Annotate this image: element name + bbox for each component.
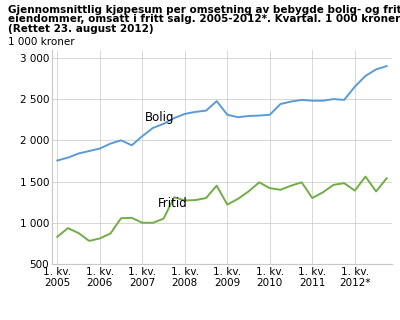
- Text: (Rettet 23. august 2012): (Rettet 23. august 2012): [8, 24, 154, 34]
- Text: Bolig: Bolig: [144, 111, 174, 124]
- Text: 1 000 kroner: 1 000 kroner: [8, 37, 75, 47]
- Text: eiendommer, omsatt i fritt salg. 2005-2012*. Kvartal. 1 000 kroner: eiendommer, omsatt i fritt salg. 2005-20…: [8, 14, 400, 24]
- Text: Fritid: Fritid: [158, 197, 188, 210]
- Text: Gjennomsnittlig kjøpesum per omsetning av bebygde bolig- og fritids-: Gjennomsnittlig kjøpesum per omsetning a…: [8, 5, 400, 15]
